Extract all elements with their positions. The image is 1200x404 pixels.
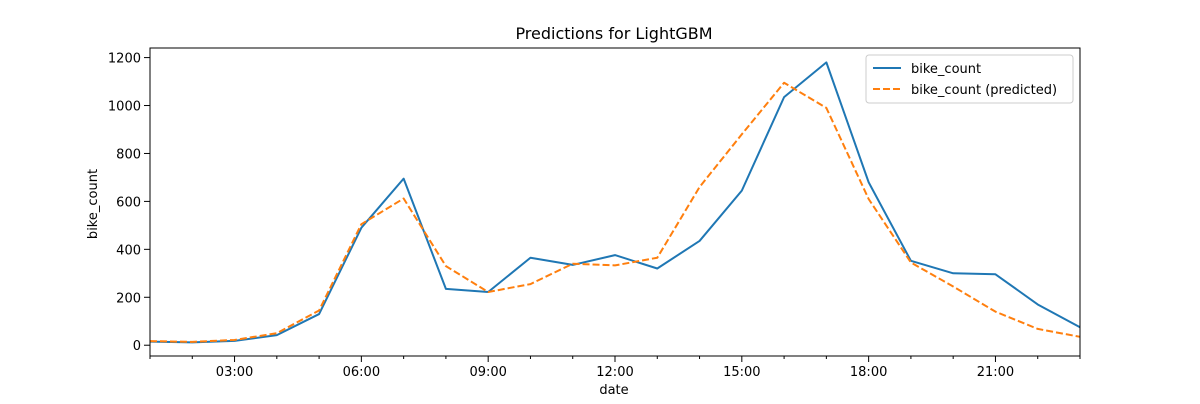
y-tick-label: 1200 bbox=[108, 52, 141, 67]
series-line-1 bbox=[149, 61, 1081, 344]
legend-label-1: bike_count bbox=[911, 62, 981, 77]
x-tick-label: 12:00 bbox=[596, 365, 633, 380]
y-tick-label: 400 bbox=[116, 243, 141, 258]
legend-label-2: bike_count (predicted) bbox=[911, 83, 1057, 98]
y-tick-label: 1000 bbox=[108, 100, 141, 115]
y-tick-label: 600 bbox=[116, 195, 141, 210]
x-tick-label: 18:00 bbox=[850, 365, 887, 380]
x-tick-label: 06:00 bbox=[343, 365, 380, 380]
y-axis: 0 200 400 600 800 1000 1200 bbox=[108, 52, 150, 354]
y-tick-label: 0 bbox=[133, 339, 141, 354]
x-tick-label: 03:00 bbox=[216, 365, 253, 380]
y-tick-label: 200 bbox=[116, 291, 141, 306]
x-tick-label: 15:00 bbox=[723, 365, 760, 380]
x-tick-label: 09:00 bbox=[469, 365, 506, 380]
x-axis: 03:00 06:00 09:00 12:00 15:00 18:00 21:00 bbox=[149, 356, 1081, 380]
plot-area bbox=[149, 61, 1081, 344]
x-tick-label: 21:00 bbox=[977, 365, 1014, 380]
series-line-2 bbox=[149, 81, 1081, 343]
legend-box bbox=[865, 54, 1074, 104]
y-axis-label: bike_count bbox=[86, 169, 101, 239]
y-tick-label: 800 bbox=[116, 147, 141, 162]
x-axis-label: date bbox=[599, 383, 628, 398]
chart-title: Predictions for LightGBM bbox=[515, 24, 712, 43]
legend: bike_count bike_count (predicted) bbox=[865, 54, 1074, 104]
